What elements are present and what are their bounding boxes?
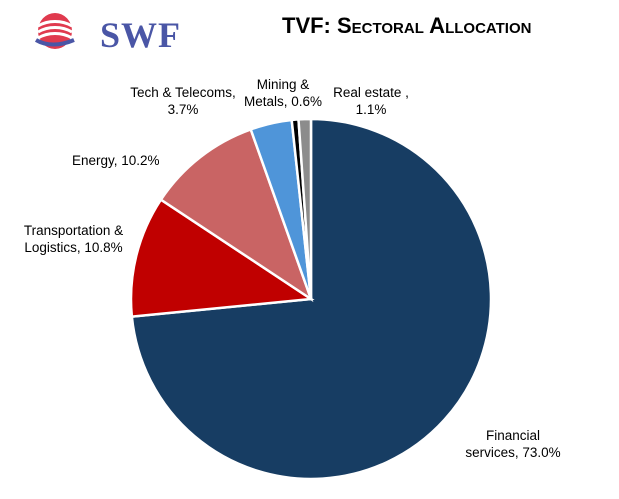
- swf-logo-mark: [34, 13, 75, 49]
- chart-title: TVF: Sectoral Allocation: [282, 13, 532, 38]
- swf-logo-text: SWF: [100, 15, 182, 55]
- data-label-energy: Energy, 10.2%: [72, 153, 160, 168]
- data-label-real-estate: Real estate , 1.1%: [333, 85, 409, 117]
- pie-slice-real-estate: [297, 117, 313, 300]
- data-label-mining-metals: Mining & Metals, 0.6%: [243, 77, 323, 109]
- pie-slice-transportation-logistics: [129, 197, 315, 318]
- data-label-transportation-logistics: Transportation & Logistics, 10.8%: [23, 223, 124, 255]
- data-label-tech-telecoms: Tech & Telecoms, 3.7%: [130, 85, 236, 117]
- data-label-financial-services: Financial services, 73.0%: [465, 428, 561, 460]
- pie-slice-energy: [159, 127, 314, 303]
- swf-logo: SWF: [30, 10, 180, 55]
